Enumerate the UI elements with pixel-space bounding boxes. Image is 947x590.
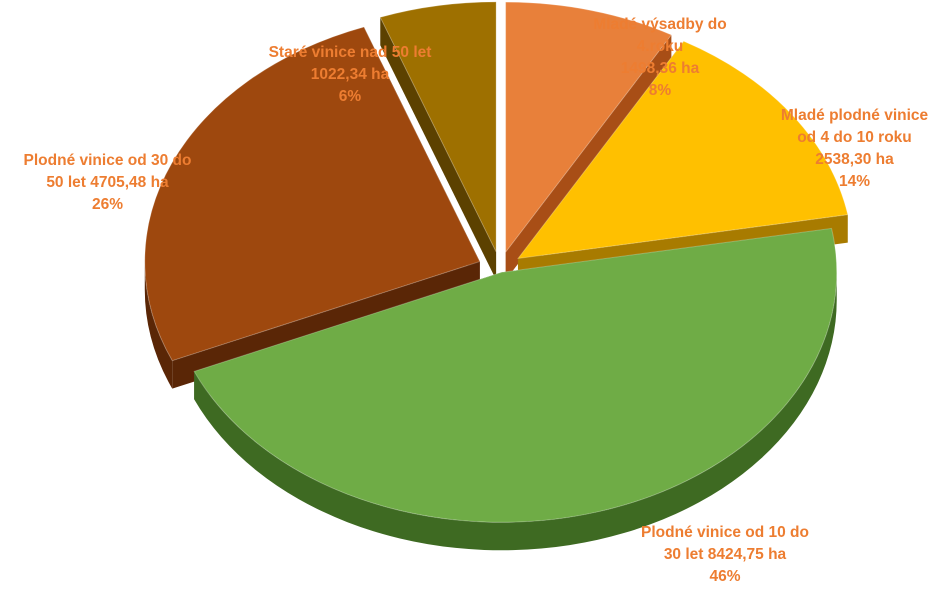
- slice-wall: [380, 17, 497, 280]
- slice-label-line: 8%: [648, 82, 672, 99]
- slice-side-young-plantings: [505, 34, 672, 281]
- slice-fruitful-10-30: [193, 227, 838, 523]
- slice-label-line: 26%: [91, 196, 124, 213]
- slice-outer-side: [144, 261, 173, 389]
- slice-fruitful-30-50: [144, 26, 481, 362]
- slice-label-line: 30 let 8424,75 ha: [663, 546, 787, 563]
- slice-label-old-vineyards: Staré vinice nad 50 let 1022,34 ha 6%: [240, 42, 460, 108]
- slice-label-line: od 4 do 10 roku: [797, 129, 912, 146]
- slice-label-young-fruitful: Mladé plodné vinice od 4 do 10 roku 2538…: [762, 105, 947, 193]
- slice-label-line: Plodné vinice od 10 do: [641, 524, 809, 541]
- slice-label-line: 46%: [709, 568, 741, 585]
- slice-label-line: 1022,34 ha: [310, 66, 390, 83]
- slice-label-fruitful-30-50: Plodné vinice od 30 do 50 let 4705,48 ha…: [0, 150, 215, 216]
- slice-label-line: Staré vinice nad 50 let: [268, 44, 432, 61]
- slice-label-line: 1498,36 ha: [620, 60, 700, 77]
- slice-label-line: Mladé výsadby do: [593, 16, 727, 33]
- slice-young-fruitful: [516, 40, 849, 260]
- slice-label-line: 6%: [338, 88, 362, 105]
- slice-label-line: Plodné vinice od 30 do: [23, 152, 192, 169]
- slice-label-line: 14%: [838, 173, 871, 190]
- slice-label-line: 4.roku: [636, 38, 684, 55]
- slice-label-fruitful-10-30: Plodné vinice od 10 do 30 let 8424,75 ha…: [610, 522, 840, 588]
- slice-wall: [505, 34, 672, 281]
- slice-label-line: Mladé plodné vinice: [780, 107, 929, 124]
- slice-label-line: 2538,30 ha: [815, 151, 894, 168]
- slice-old-vineyards: [379, 1, 497, 253]
- slice-label-line: 50 let 4705,48 ha: [46, 174, 169, 191]
- pie-tops: [144, 1, 849, 523]
- slice-label-young-plantings: Mladé výsadby do 4.roku 1498,36 ha 8%: [570, 14, 750, 102]
- slice-side-old-vineyards: [380, 17, 497, 280]
- slice-young-plantings: [505, 1, 673, 254]
